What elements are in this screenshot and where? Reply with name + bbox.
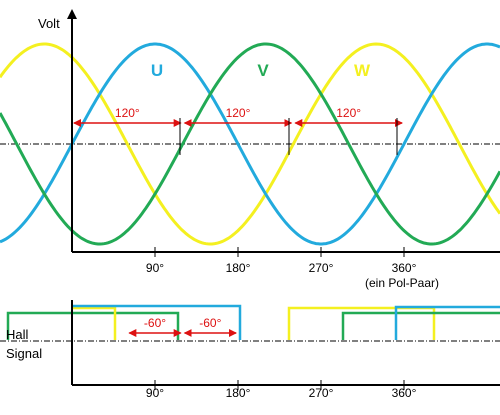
series-label-v: V bbox=[257, 61, 269, 80]
hall-x-tick-label-90: 90° bbox=[146, 386, 164, 400]
series-labels: U V W bbox=[151, 61, 371, 80]
hall-green-pulse-left bbox=[6, 311, 180, 340]
x-axis-note: (ein Pol-Paar) bbox=[365, 276, 439, 290]
phase-spacing-annotations: 120° 120° 120° bbox=[73, 106, 403, 155]
spacing-label-1: 120° bbox=[115, 106, 140, 120]
hall-yellow-pulse-right bbox=[287, 306, 436, 340]
hall-yellow-pulse-left bbox=[72, 306, 117, 340]
y-axis-label: Volt bbox=[38, 16, 60, 31]
hall-blue-pulse-right bbox=[394, 305, 500, 340]
spacing-label-3: 120° bbox=[336, 106, 361, 120]
offset-label-2: -60° bbox=[199, 316, 221, 330]
hall-signal-chart: 90° 180° 270° 360° Hall Signal -60° -60° bbox=[0, 300, 500, 400]
hall-x-tick-label-270: 270° bbox=[309, 386, 334, 400]
hall-x-tick-label-360: 360° bbox=[392, 386, 417, 400]
hall-label-line-1: Hall bbox=[6, 327, 29, 342]
series-label-w: W bbox=[354, 61, 371, 80]
hall-label-line-2: Signal bbox=[6, 346, 42, 361]
hall-x-tick-label-180: 180° bbox=[226, 386, 251, 400]
spacing-label-2: 120° bbox=[226, 106, 251, 120]
x-ticks: 90° 180° 270° 360° bbox=[146, 247, 417, 275]
series-label-u: U bbox=[151, 61, 163, 80]
hall-signal-pulses bbox=[6, 304, 500, 340]
hall-blue-pulse-left bbox=[72, 304, 242, 340]
x-tick-label-90: 90° bbox=[146, 261, 164, 275]
hall-signal-label: Hall Signal bbox=[6, 327, 42, 361]
series-curve-w bbox=[0, 42, 500, 246]
hall-x-ticks: 90° 180° 270° 360° bbox=[146, 380, 417, 400]
series-curve-v bbox=[0, 42, 500, 246]
offset-label-1: -60° bbox=[144, 316, 166, 330]
hall-offset-annotations: -60° -60° bbox=[128, 316, 237, 337]
x-tick-label-360: 360° bbox=[392, 261, 417, 275]
x-tick-label-180: 180° bbox=[226, 261, 251, 275]
x-tick-label-270: 270° bbox=[309, 261, 334, 275]
hall-green-pulse-right bbox=[341, 311, 500, 340]
